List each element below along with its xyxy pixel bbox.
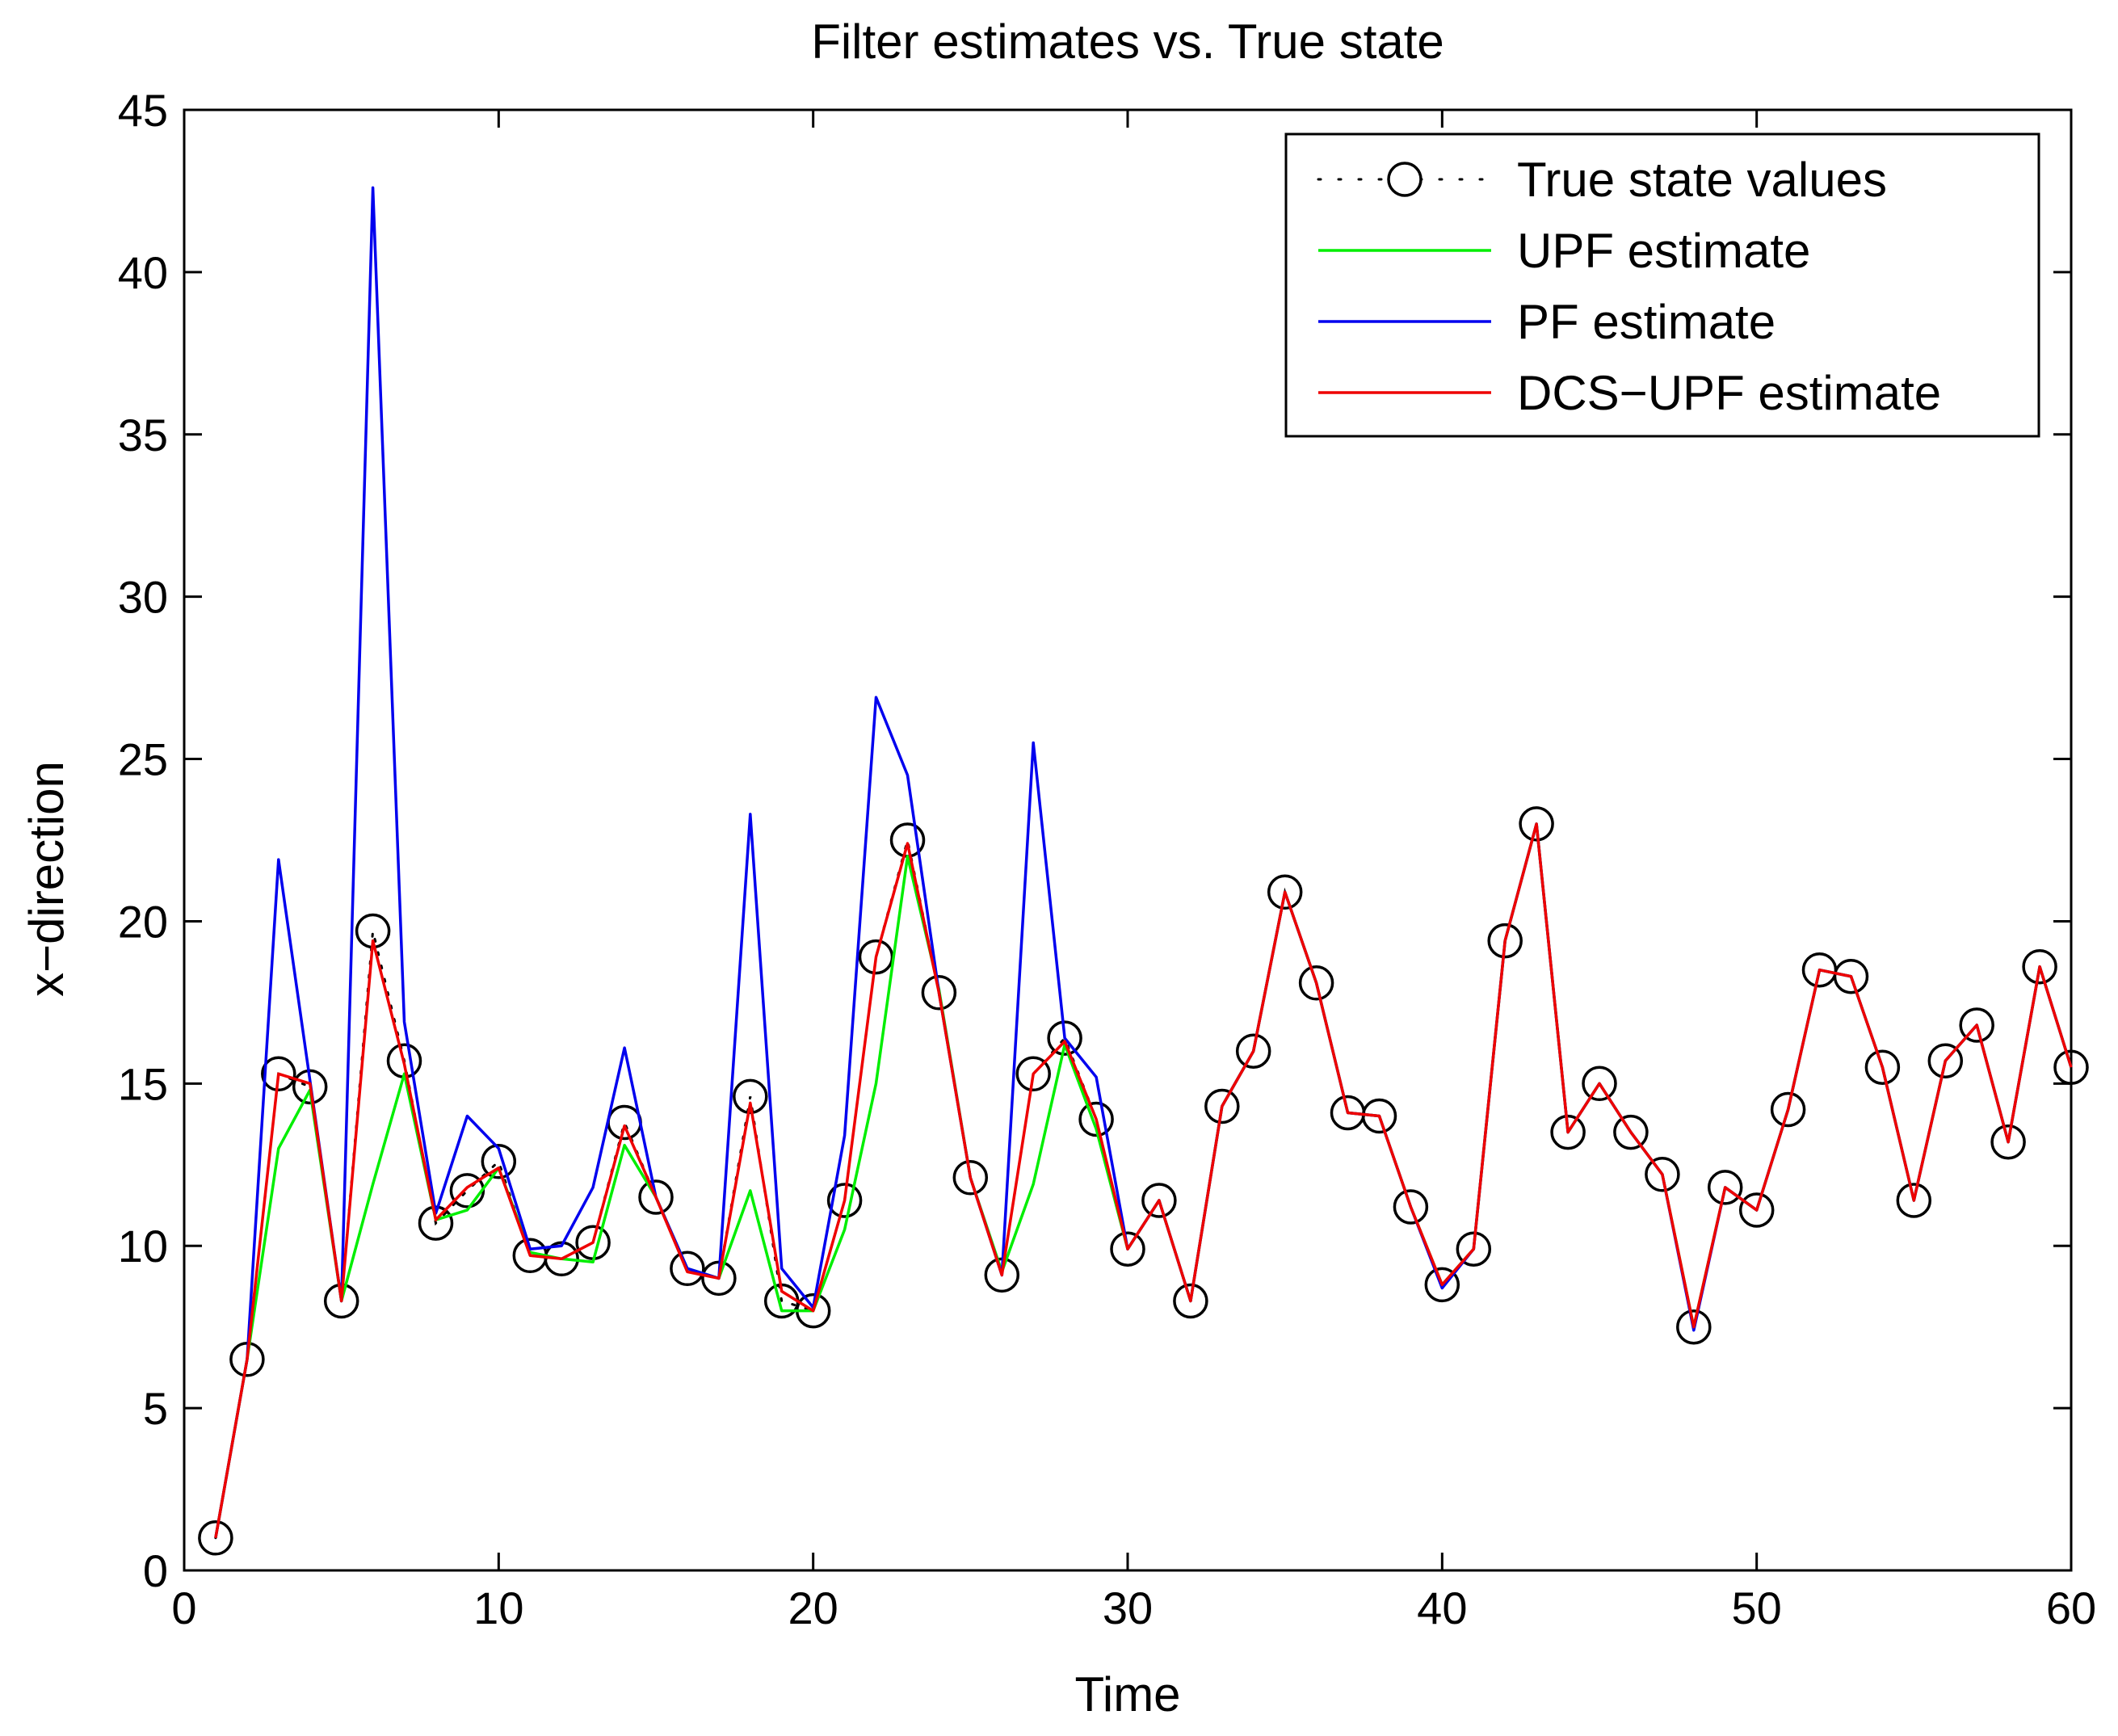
y-tick-label: 0 (143, 1545, 168, 1596)
legend-entry-label: PF estimate (1517, 295, 1776, 349)
data-point-marker (1235, 1033, 1271, 1069)
data-point-marker (1361, 1098, 1397, 1134)
data-point-marker (2053, 1049, 2089, 1085)
x-axis-label: Time (1074, 1667, 1180, 1721)
data-point-marker (670, 1251, 705, 1287)
data-point-marker (1047, 1020, 1082, 1056)
data-point-marker (1298, 965, 1334, 1001)
legend-entry-label: DCS−UPF estimate (1517, 366, 1941, 420)
chart-title: Filter estimates vs. True state (811, 15, 1444, 69)
data-point-marker (261, 1056, 296, 1092)
legend-entry-label: True state values (1517, 153, 1887, 207)
plot-series (198, 186, 2089, 1556)
data-point-marker (1582, 1066, 1617, 1102)
y-tick-label: 35 (118, 410, 168, 460)
data-point-marker (1110, 1231, 1145, 1267)
legend: True state values UPF estimate PF estimate… (1284, 132, 2040, 438)
data-point-marker (1613, 1114, 1649, 1150)
data-point-marker (1141, 1183, 1177, 1218)
data-point-marker (921, 975, 957, 1011)
data-point-marker (481, 1144, 517, 1179)
y-tick-label: 5 (143, 1383, 168, 1434)
data-point-marker (1770, 1091, 1806, 1128)
data-point-marker (1204, 1088, 1240, 1124)
y-tick-label: 30 (118, 572, 168, 623)
data-point-marker (1896, 1183, 1932, 1218)
x-tick-label: 40 (1417, 1583, 1467, 1633)
x-tick-label: 60 (2046, 1583, 2096, 1633)
legend-entry-label: UPF estimate (1517, 224, 1810, 278)
y-tick-label: 40 (118, 247, 168, 298)
data-point-marker (1393, 1189, 1429, 1225)
data-point-marker (1707, 1170, 1743, 1205)
data-point-marker (1738, 1192, 1775, 1228)
data-point-marker (1078, 1101, 1114, 1137)
data-point-marker (1519, 806, 1554, 842)
data-point-marker (1645, 1157, 1680, 1192)
y-tick-label: 15 (118, 1058, 168, 1109)
y-tick-label: 45 (118, 85, 168, 136)
data-point-marker (1173, 1283, 1208, 1319)
data-point-marker (1456, 1231, 1492, 1267)
data-point-marker (1550, 1114, 1586, 1150)
data-point-marker (1267, 874, 1303, 910)
data-point-marker (1487, 923, 1523, 959)
x-tick-label: 20 (788, 1583, 838, 1633)
data-point-marker (1959, 1007, 1994, 1043)
data-point-marker (1015, 1056, 1051, 1092)
x-tick-label: 10 (473, 1583, 523, 1633)
data-point-marker (638, 1179, 674, 1215)
y-tick-label: 25 (118, 734, 168, 785)
data-point-marker (1990, 1124, 2026, 1160)
data-point-marker (2022, 948, 2057, 985)
data-point-marker (1864, 1049, 1901, 1085)
data-point-marker (826, 1183, 863, 1218)
y-tick-label: 20 (118, 896, 168, 947)
x-tick-label: 30 (1103, 1583, 1153, 1633)
legend-swatch-marker (1387, 162, 1423, 197)
series-line-dcs-upf-estimate (214, 822, 2073, 1539)
data-point-marker (1927, 1043, 1964, 1078)
x-tick-label: 0 (171, 1583, 196, 1633)
data-point-marker (198, 1520, 233, 1556)
data-point-marker (733, 1078, 768, 1115)
data-point-marker (952, 1160, 989, 1196)
y-tick-label: 10 (118, 1221, 168, 1272)
axis-ticks: 0 10 20 30 40 50 60 0 5 10 15 20 25 30 35 40 45 (118, 85, 2096, 1633)
data-point-marker (1833, 958, 1869, 994)
x-tick-label: 50 (1732, 1583, 1782, 1633)
data-point-marker (544, 1241, 579, 1277)
data-point-marker (1676, 1309, 1712, 1345)
data-point-marker (1424, 1267, 1460, 1303)
y-axis-label: x−direction (19, 761, 74, 997)
